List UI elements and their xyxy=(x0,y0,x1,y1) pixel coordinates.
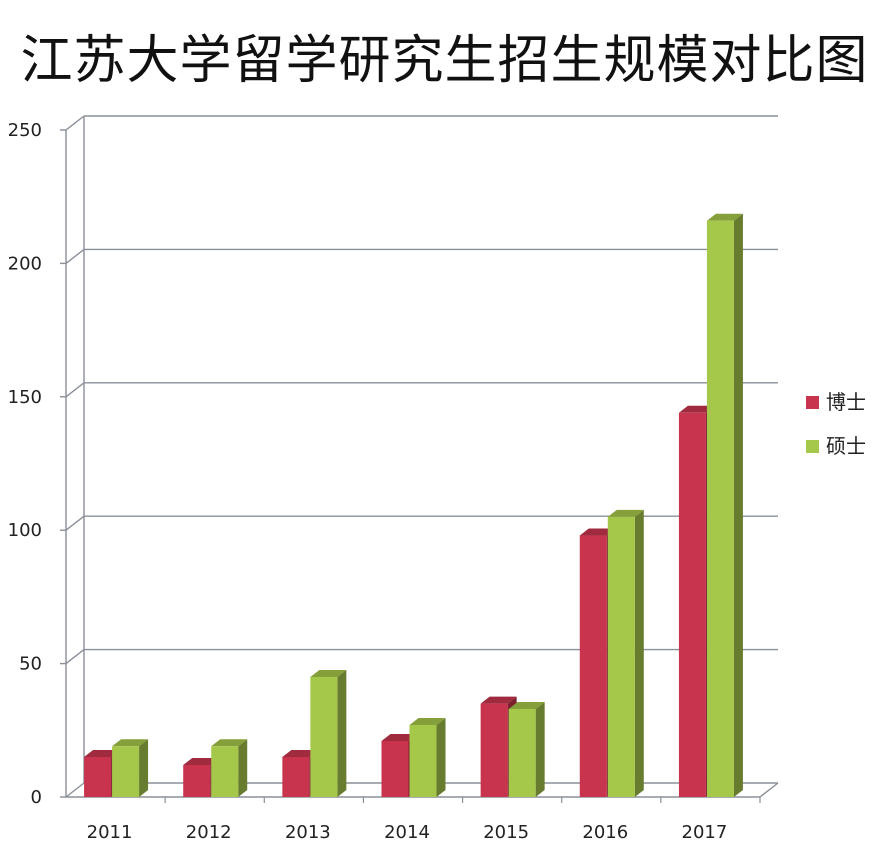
x-tick-label: 2016 xyxy=(582,822,628,843)
bar-top xyxy=(706,213,743,221)
y-tick-label: 150 xyxy=(8,387,42,408)
floor-right-edge xyxy=(759,782,779,798)
gridline-diagonal xyxy=(65,115,85,131)
bar-front xyxy=(508,708,536,797)
bar-front xyxy=(579,535,607,797)
y-tick-label: 100 xyxy=(8,520,42,541)
bar-硕士-2012 xyxy=(211,739,248,797)
bar-top xyxy=(183,757,220,765)
bar-硕士-2015 xyxy=(508,701,545,797)
bar-front xyxy=(183,764,211,797)
bar-front xyxy=(310,676,338,797)
bar-top xyxy=(607,509,644,517)
bar-front xyxy=(607,516,635,797)
bar-top xyxy=(310,669,347,677)
bars xyxy=(84,213,743,797)
gridline-diagonal xyxy=(65,515,85,531)
gridline-diagonal xyxy=(65,649,85,665)
bar-硕士-2011 xyxy=(112,739,149,797)
gridline-diagonal xyxy=(65,382,85,398)
bar-top xyxy=(282,749,319,757)
gridline-diagonal xyxy=(65,782,85,798)
x-tick-label: 2014 xyxy=(384,822,430,843)
bar-side xyxy=(139,739,149,797)
legend-label: 硕士 xyxy=(826,434,866,458)
bar-front xyxy=(706,220,734,797)
bar-side xyxy=(238,739,248,797)
y-tick-label: 250 xyxy=(8,120,42,141)
axes xyxy=(60,116,779,803)
bar-front xyxy=(678,412,706,797)
bar-side xyxy=(337,669,347,797)
legend-swatch xyxy=(806,440,819,453)
x-tick-label: 2012 xyxy=(186,822,232,843)
bar-front xyxy=(84,756,112,797)
bar-硕士-2014 xyxy=(409,717,446,797)
bar-side xyxy=(634,509,644,797)
bar-front xyxy=(409,724,437,797)
x-tick-label: 2011 xyxy=(87,822,133,843)
bar-side xyxy=(436,717,446,797)
bar-top xyxy=(112,739,149,747)
tick-labels: 0 50 100 150 200 250 2011 2012 2013 2014 2015 2016 2… xyxy=(8,120,728,843)
bar-top xyxy=(381,733,418,741)
bar-硕士-2017 xyxy=(706,213,743,797)
bar-top xyxy=(678,405,715,413)
bar-front xyxy=(480,703,508,797)
bar-top xyxy=(409,717,446,725)
bar-硕士-2013 xyxy=(310,669,347,797)
bar-front xyxy=(381,740,409,797)
x-tick-label: 2017 xyxy=(682,822,728,843)
bar-side xyxy=(733,213,743,797)
bar-top xyxy=(480,696,517,704)
bar-top xyxy=(211,739,248,747)
gridlines xyxy=(65,115,778,798)
gridline-diagonal xyxy=(65,248,85,264)
bar-top xyxy=(579,528,616,536)
x-tick-label: 2015 xyxy=(483,822,529,843)
bar-front xyxy=(282,756,310,797)
y-tick-label: 200 xyxy=(8,253,42,274)
bar-side xyxy=(535,701,545,797)
y-tick-label: 0 xyxy=(31,787,42,808)
x-tick-label: 2013 xyxy=(285,822,331,843)
chart-title: 江苏大学留学研究生招生规模对比图 xyxy=(20,31,869,91)
bar-front xyxy=(211,746,239,797)
bar-top xyxy=(508,701,545,709)
y-tick-label: 50 xyxy=(19,654,42,675)
legend-label: 博士 xyxy=(826,390,866,414)
bar-top xyxy=(84,749,121,757)
bar-硕士-2016 xyxy=(607,509,644,797)
bar-front xyxy=(112,746,140,797)
legend-swatch xyxy=(806,396,819,409)
